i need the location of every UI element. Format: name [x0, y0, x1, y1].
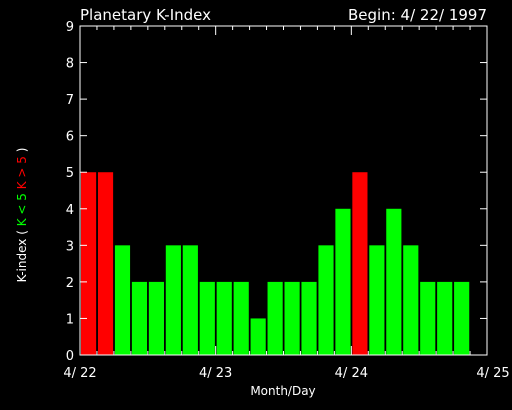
- x-axis-label: Month/Day: [250, 384, 315, 398]
- k-index-bar: [318, 245, 334, 355]
- k-index-bar: [284, 281, 300, 355]
- k-index-bar: [369, 245, 385, 355]
- k-index-bar: [199, 281, 215, 355]
- k-index-bar: [437, 281, 453, 355]
- x-tick-label: 4/ 24: [335, 366, 368, 381]
- y-axis-label-part: (: [15, 230, 29, 239]
- y-axis-label-part: K-index: [15, 239, 29, 283]
- y-tick-label: 4: [66, 203, 74, 218]
- k-index-bar: [165, 245, 181, 355]
- x-tick-label: 4/ 23: [199, 366, 232, 381]
- y-tick-label: 6: [66, 130, 74, 145]
- y-tick-label: 8: [66, 57, 74, 72]
- k-index-bar: [454, 281, 470, 355]
- k-index-bar: [114, 245, 131, 355]
- x-tick-label: 4/ 25: [476, 366, 509, 381]
- k-index-bar: [250, 318, 266, 355]
- k-index-bar: [182, 245, 198, 355]
- y-tick-label: 7: [66, 93, 74, 108]
- y-tick-label: 9: [66, 20, 74, 35]
- k-index-bar: [420, 281, 436, 355]
- y-tick-label: 1: [66, 312, 74, 327]
- y-tick-label: 3: [66, 239, 74, 254]
- y-axis-label-part: K > 5: [15, 156, 29, 193]
- k-index-bar: [301, 281, 317, 355]
- k-index-bar: [267, 281, 283, 355]
- k-index-bar: [352, 172, 368, 355]
- y-tick-label: 2: [66, 276, 74, 291]
- k-index-bar: [335, 208, 351, 355]
- k-index-bar: [97, 172, 114, 355]
- chart-subtitle: Begin: 4/ 22/ 1997: [348, 6, 487, 24]
- y-axis-label-part: K < 5: [15, 193, 29, 230]
- y-axis-label-part: ): [15, 148, 29, 157]
- x-tick-label: 4/ 22: [63, 366, 96, 381]
- k-index-bar: [81, 172, 97, 355]
- bars-group: [81, 172, 470, 355]
- k-index-bar: [403, 245, 419, 355]
- y-tick-label: 5: [66, 166, 74, 181]
- x-tick-labels: 4/ 22 4/ 23 4/ 24 4/ 25: [63, 366, 509, 381]
- k-index-bar: [386, 208, 402, 355]
- k-index-bar: [216, 281, 232, 355]
- k-index-bar: [131, 281, 148, 355]
- k-index-bar: [148, 281, 164, 355]
- k-index-bar: [233, 281, 249, 355]
- y-tick-labels: 0 1 2 3 4 5 6 7 8 9: [66, 20, 74, 364]
- axes-group: [79, 25, 488, 356]
- y-tick-label: 0: [66, 349, 74, 364]
- y-axis-label: K-index ( K < 5 K > 5 ): [15, 148, 29, 283]
- chart-title: Planetary K-Index: [80, 6, 211, 24]
